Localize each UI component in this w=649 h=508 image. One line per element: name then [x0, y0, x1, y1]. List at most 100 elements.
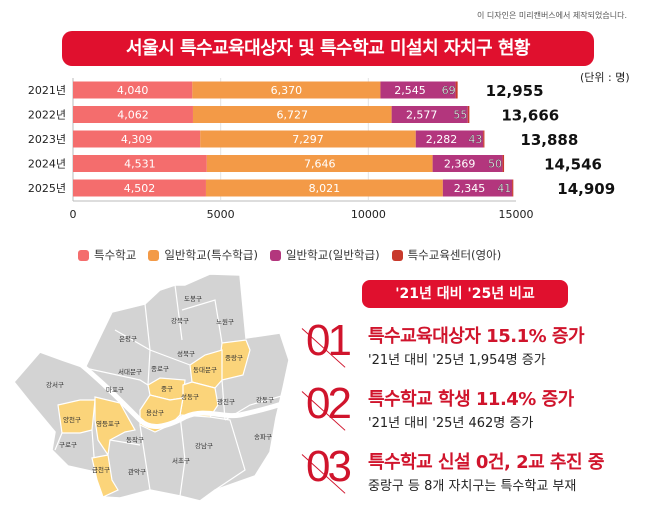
credit-text: 이 디자인은 미리캔버스에서 제작되었습니다. — [476, 11, 627, 20]
bar-segment — [432, 155, 503, 172]
stacked-bar-chart: 0 5000 10000 15000 2021년 4,040 6,370 2,545 69 12,… — [28, 78, 615, 221]
legend-swatch — [148, 249, 160, 261]
data-label: 4,502 — [124, 182, 156, 195]
data-label: 55 — [453, 109, 467, 122]
district-yangcheon — [57, 399, 96, 434]
total-label: 13,666 — [501, 107, 559, 125]
total-label: 14,909 — [557, 180, 615, 198]
bar-segment — [483, 130, 485, 148]
item-number: 02 — [306, 379, 352, 428]
data-label: 2,545 — [394, 84, 426, 97]
legend-swatch — [269, 249, 281, 261]
bar-segment — [391, 106, 468, 123]
comparison-item-2: 02 특수학교 학생 11.4% 증가 '21년 대비 '25년 462명 증가 — [298, 379, 648, 445]
district-label: 금천구 — [92, 465, 110, 474]
bar-segment — [455, 81, 458, 99]
item-detail: '21년 대비 '25년 462명 증가 — [368, 416, 534, 431]
data-label: 4,062 — [117, 109, 149, 122]
district-label: 강서구 — [46, 380, 64, 389]
bar-segment — [200, 130, 416, 148]
district-label: 은평구 — [119, 334, 137, 343]
x-tick-label: 15000 — [499, 208, 534, 221]
data-label: 2,345 — [454, 182, 486, 195]
data-label: 2,577 — [406, 109, 438, 122]
data-label: 4,531 — [124, 158, 156, 171]
x-tick-label: 0 — [70, 208, 77, 221]
legend-label: 일반학교(일반학급) — [285, 248, 380, 262]
district-label: 구로구 — [59, 441, 77, 449]
title-banner: 서울시 특수교육대상자 및 특수학교 미설치 자치구 현황 — [62, 31, 594, 66]
bar-segment — [415, 130, 484, 148]
y-tick-label: 2024년 — [28, 158, 66, 171]
bar-segment — [205, 179, 443, 197]
district-label: 서대문구 — [118, 367, 142, 376]
district-label: 강남구 — [195, 441, 213, 450]
district-borders — [54, 284, 286, 497]
data-label: 7,297 — [292, 133, 324, 146]
han-river — [76, 360, 289, 429]
bar-segment — [380, 81, 456, 99]
district-geumcheon — [91, 454, 119, 498]
y-tick-label: 2023년 — [28, 133, 66, 146]
bar-segment — [192, 81, 381, 99]
legend-swatch — [391, 249, 403, 261]
comparison-item-3: 03 특수학교 신설 0건, 2교 추진 중 중랑구 등 8개 자치구는 특수학… — [298, 442, 648, 508]
district-label: 송파구 — [254, 432, 272, 441]
legend-label: 특수학교 — [94, 248, 137, 262]
district-yeongdeungpo — [94, 396, 136, 457]
legend-item: 일반학교(특수학급) — [148, 247, 258, 263]
district-label: 영등포구 — [96, 419, 120, 428]
bar-segment — [206, 155, 433, 172]
legend-label: 특수교육센터(영아) — [407, 248, 502, 262]
y-tick-label: 2025년 — [28, 182, 66, 195]
district-label: 용산구 — [146, 408, 164, 417]
item-headline: 특수교육대상자 15.1% 증가 — [368, 326, 585, 347]
item-detail: '21년 대비 '25년 1,954명 증가 — [368, 353, 546, 368]
legend-item: 특수학교 — [78, 247, 136, 263]
total-label: 14,546 — [544, 156, 602, 174]
legend-label: 일반학교(특수학급) — [164, 248, 258, 262]
bar-segment — [73, 81, 193, 99]
district-label: 도봉구 — [184, 295, 202, 303]
bar-segment — [502, 155, 505, 172]
item-headline: 특수학교 신설 0건, 2교 추진 중 — [368, 452, 604, 473]
chart-legend: 특수학교 일반학교(특수학급) 일반학교(일반학급) 특수교육센터(영아) — [78, 247, 501, 263]
comparison-item-1: 01 특수교육대상자 15.1% 증가 '21년 대비 '25년 1,954명 … — [298, 316, 648, 382]
item-number: 01 — [306, 316, 352, 365]
legend-item: 일반학교(일반학급) — [269, 247, 380, 263]
item-number: 03 — [306, 442, 352, 491]
district-label: 종로구 — [151, 365, 169, 373]
legend-item: 특수교육센터(영아) — [391, 247, 502, 263]
district-label: 광진구 — [217, 397, 235, 406]
bar-segment — [73, 179, 206, 197]
data-label: 6,727 — [277, 109, 309, 122]
data-label: 2,282 — [426, 133, 458, 146]
data-label: 8,021 — [309, 182, 341, 195]
district-label: 성동구 — [181, 392, 199, 401]
data-label: 4,309 — [121, 133, 153, 146]
y-tick-label: 2021년 — [28, 84, 66, 97]
total-label: 13,888 — [520, 131, 578, 149]
bar-segment — [192, 106, 392, 123]
unit-label: (단위 : 명) — [580, 71, 630, 84]
bar-segment — [467, 106, 470, 123]
district-label: 성북구 — [177, 349, 195, 358]
district-label: 양천구 — [63, 415, 81, 424]
district-label: 강동구 — [256, 395, 274, 404]
bar-segment — [73, 155, 207, 172]
district-label: 강북구 — [171, 316, 189, 325]
y-tick-label: 2022년 — [28, 109, 66, 122]
legend-swatch — [78, 249, 89, 261]
data-label: 69 — [442, 84, 456, 97]
bar-segment — [442, 179, 513, 197]
data-label: 43 — [468, 133, 482, 146]
data-label: 50 — [488, 158, 502, 171]
x-tick-label: 10000 — [351, 208, 386, 221]
total-label: 12,955 — [486, 82, 544, 100]
x-tick-label: 5000 — [207, 208, 235, 221]
bar-segment — [73, 106, 193, 123]
district-label: 서초구 — [172, 456, 190, 465]
district-label: 중랑구 — [225, 354, 243, 362]
district-label: 관악구 — [128, 467, 146, 476]
